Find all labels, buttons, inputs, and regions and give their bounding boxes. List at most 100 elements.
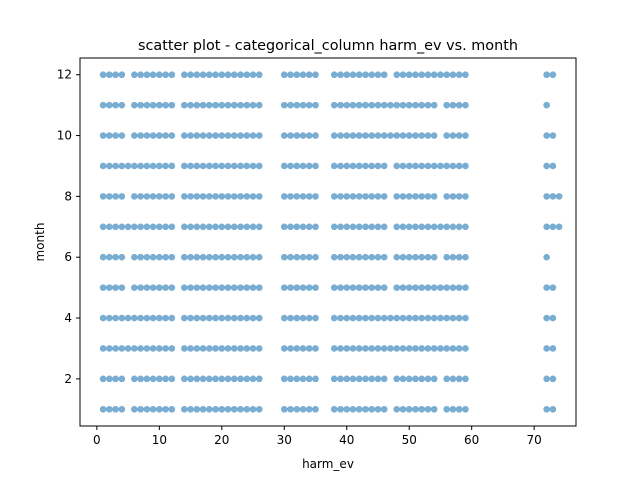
data-point <box>449 314 457 322</box>
data-point <box>212 71 219 79</box>
data-point <box>443 375 450 383</box>
data-point <box>399 193 407 200</box>
data-point <box>287 345 294 352</box>
data-point <box>255 71 263 79</box>
data-point <box>412 223 419 231</box>
data-point <box>299 193 307 200</box>
data-point <box>131 405 138 413</box>
data-point <box>305 71 313 79</box>
data-point <box>405 375 413 383</box>
data-point <box>156 284 163 291</box>
data-point <box>181 375 188 383</box>
data-point <box>243 345 251 352</box>
data-point <box>399 101 407 109</box>
data-point <box>243 71 251 79</box>
y-tick-label: 4 <box>64 311 72 325</box>
data-point <box>443 162 450 170</box>
y-tick-label: 6 <box>64 250 72 264</box>
data-point <box>249 253 257 261</box>
data-point <box>280 101 288 109</box>
data-point <box>212 253 219 261</box>
data-point <box>312 162 319 170</box>
data-point <box>312 253 319 261</box>
data-point <box>455 253 463 261</box>
data-point <box>443 253 450 261</box>
data-point <box>368 345 376 352</box>
data-point <box>249 345 257 352</box>
data-point <box>99 405 107 413</box>
x-tick-label: 30 <box>277 433 292 447</box>
data-point <box>149 223 157 231</box>
data-point <box>156 223 163 231</box>
data-point <box>343 314 351 322</box>
data-point <box>287 253 294 261</box>
data-point <box>374 314 382 322</box>
data-point <box>412 405 419 413</box>
data-point <box>137 101 144 109</box>
data-point <box>355 345 363 352</box>
data-point <box>430 132 438 139</box>
data-point <box>312 223 319 231</box>
data-point <box>299 405 307 413</box>
data-point <box>106 71 113 79</box>
data-point <box>149 162 157 170</box>
data-point <box>418 375 426 383</box>
data-point <box>237 132 244 139</box>
data-point <box>437 71 444 79</box>
data-point <box>231 132 238 139</box>
data-point <box>237 162 244 170</box>
data-point <box>212 223 219 231</box>
data-point <box>355 162 363 170</box>
data-point <box>462 284 469 291</box>
data-point <box>118 253 126 261</box>
data-point <box>218 223 226 231</box>
data-point <box>462 345 469 352</box>
data-point <box>418 193 426 200</box>
data-point <box>374 223 382 231</box>
data-point <box>355 314 363 322</box>
data-point <box>118 162 126 170</box>
data-point <box>374 345 382 352</box>
data-point <box>405 101 413 109</box>
data-point <box>362 223 369 231</box>
data-point <box>149 253 157 261</box>
data-point <box>212 101 219 109</box>
data-point <box>112 132 119 139</box>
data-point <box>187 253 194 261</box>
data-point <box>193 162 201 170</box>
data-point <box>143 71 151 79</box>
data-point <box>355 405 363 413</box>
data-point <box>393 345 401 352</box>
data-point <box>305 223 313 231</box>
data-point <box>343 253 351 261</box>
data-point <box>380 223 388 231</box>
data-point <box>374 193 382 200</box>
data-point <box>181 405 188 413</box>
data-point <box>199 375 207 383</box>
data-point <box>243 253 251 261</box>
data-point <box>162 345 169 352</box>
data-point <box>187 284 194 291</box>
data-point <box>337 132 344 139</box>
data-point <box>355 132 363 139</box>
data-point <box>224 253 232 261</box>
data-point <box>168 71 176 79</box>
data-point <box>199 314 207 322</box>
data-point <box>380 405 388 413</box>
data-point <box>349 223 357 231</box>
data-point <box>243 162 251 170</box>
data-point <box>255 223 263 231</box>
data-point <box>424 101 432 109</box>
data-point <box>237 71 244 79</box>
data-point <box>424 284 432 291</box>
data-point <box>449 253 457 261</box>
data-point <box>430 101 438 109</box>
data-point <box>555 223 563 231</box>
data-point <box>430 345 438 352</box>
data-point <box>337 253 344 261</box>
data-point <box>549 223 557 231</box>
data-point <box>343 71 351 79</box>
data-point <box>112 101 119 109</box>
data-point <box>418 345 426 352</box>
data-point <box>362 71 369 79</box>
